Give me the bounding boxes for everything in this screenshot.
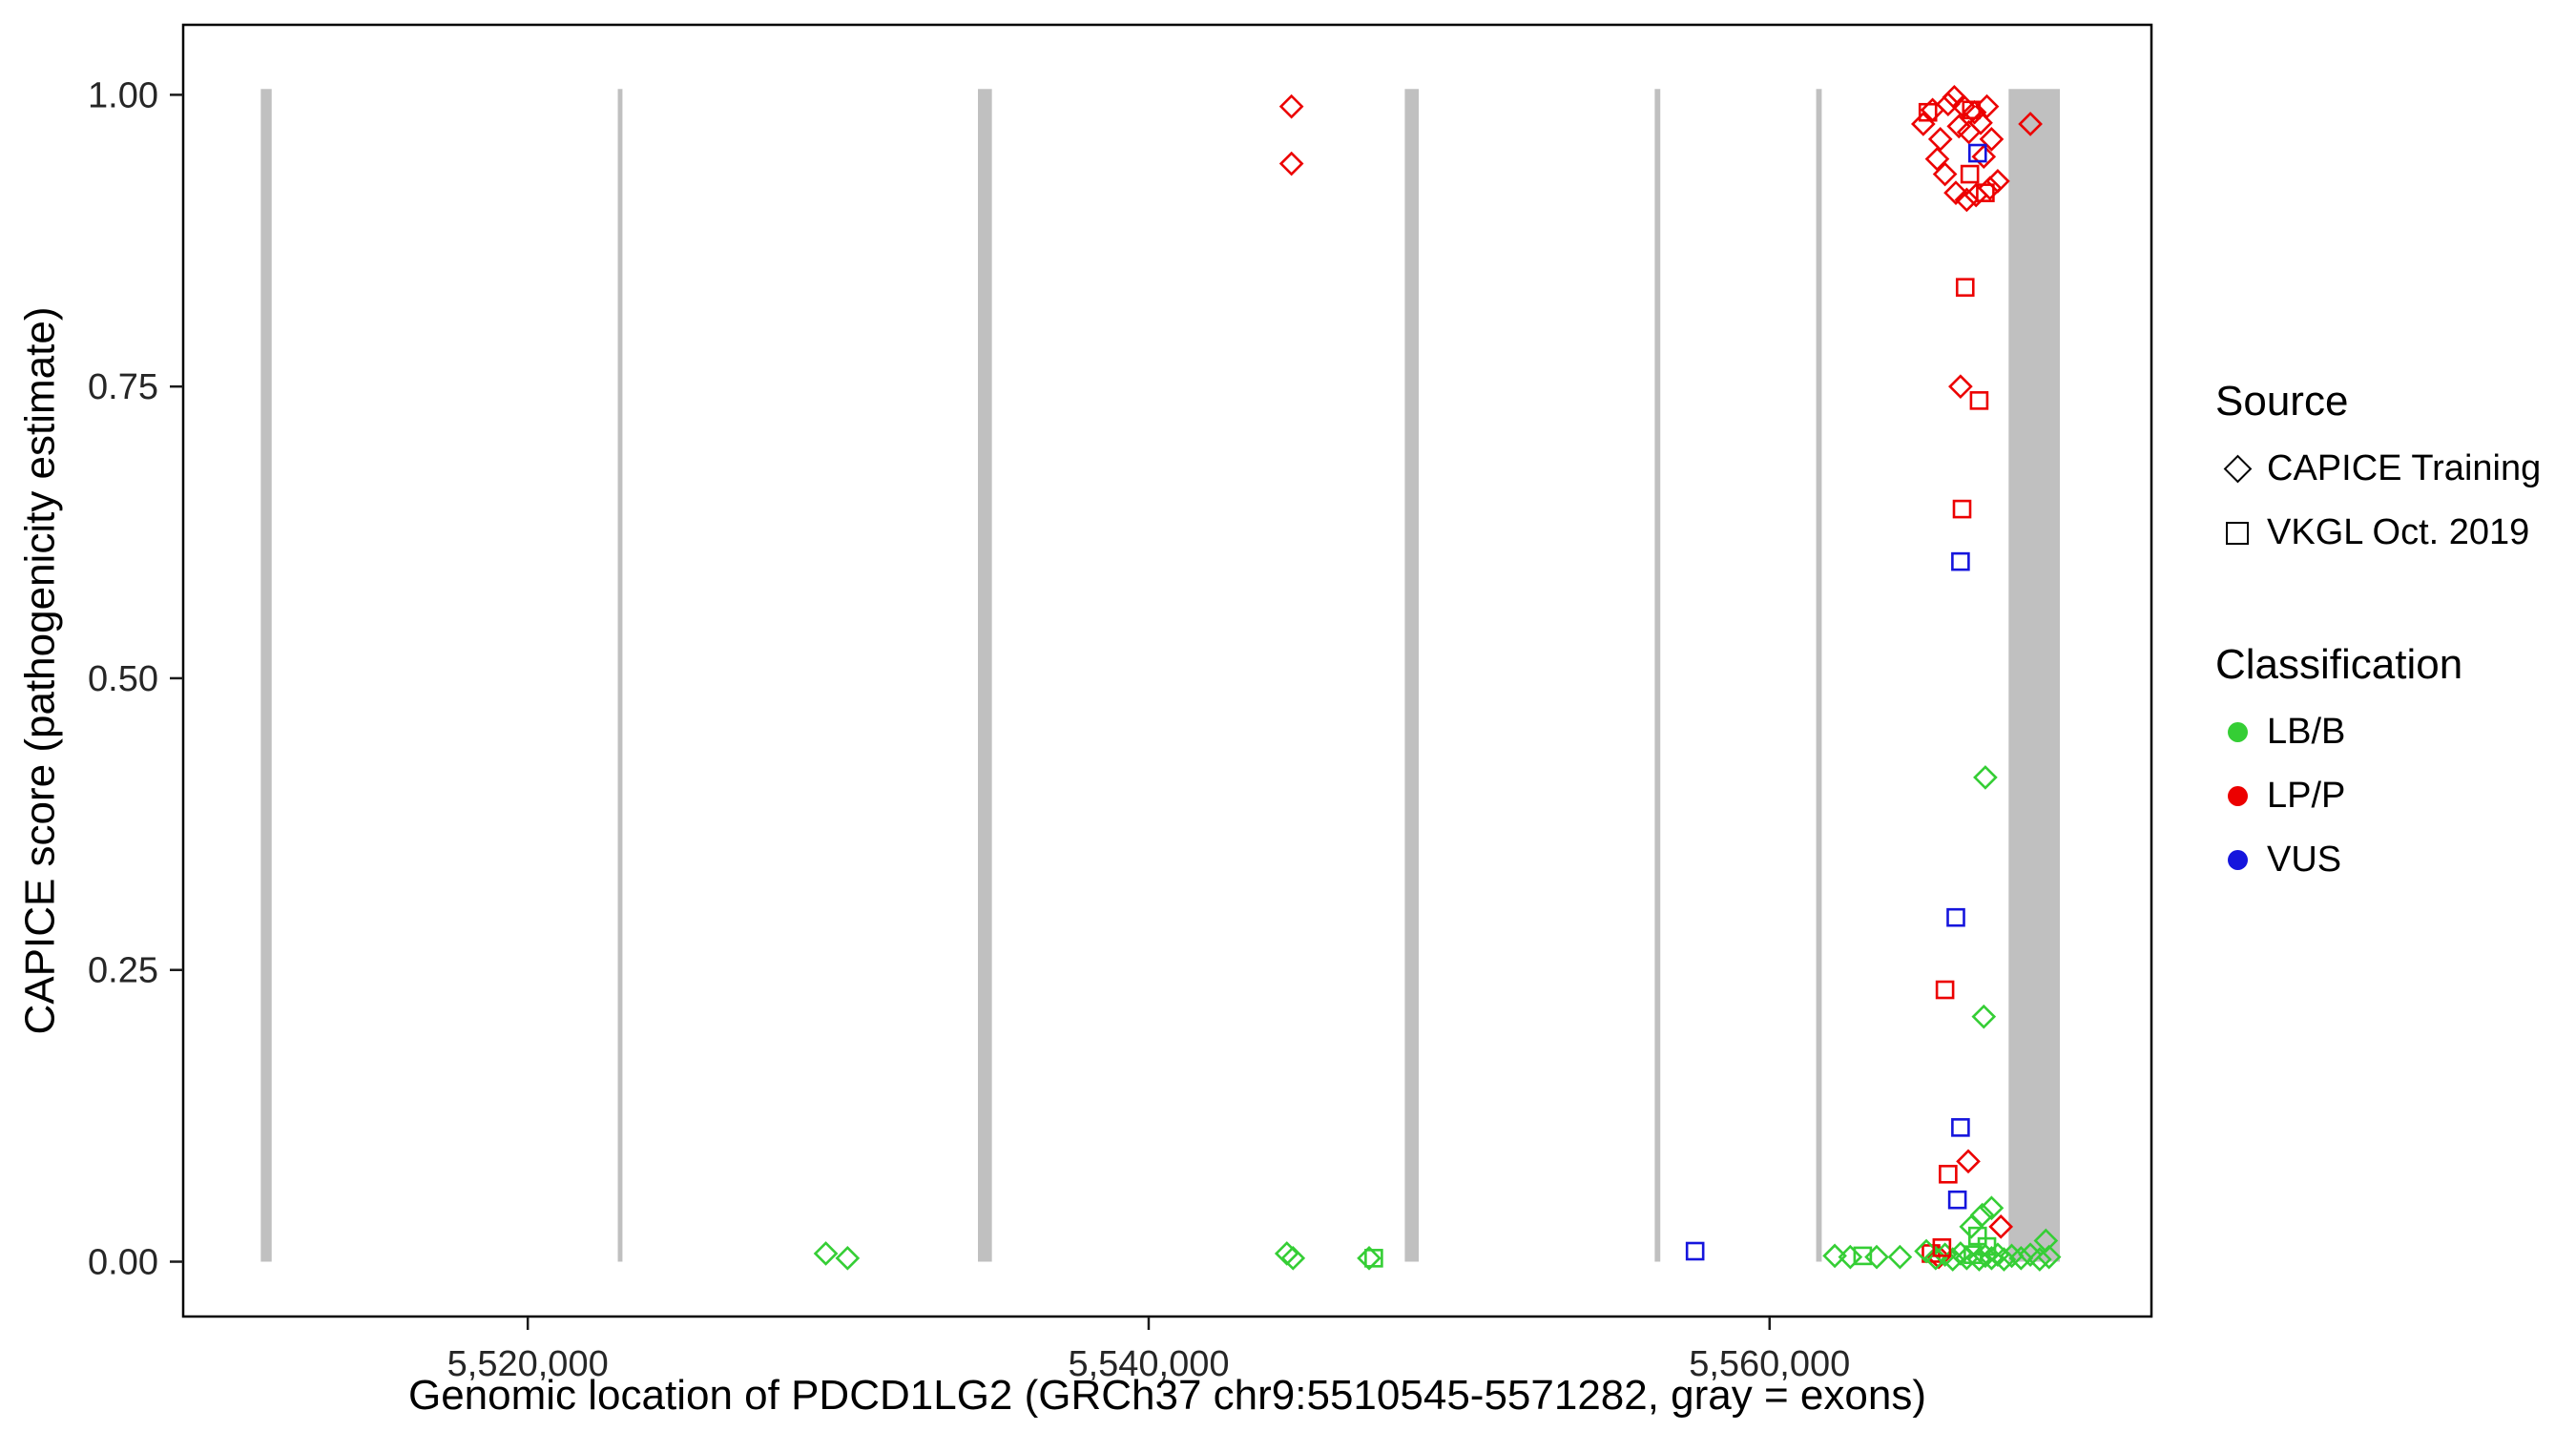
data-point-diamond: [1943, 180, 1968, 205]
y-axis-title: CAPICE score (pathogenicity estimate): [16, 306, 64, 1035]
data-point-diamond: [1280, 1246, 1306, 1271]
legend-item-vkgl: VKGL Oct. 2019: [2215, 512, 2541, 553]
data-point-diamond: [1971, 1004, 1997, 1029]
legend-item-label: LP/P: [2267, 776, 2346, 816]
y-tick-label: 0.00: [88, 1243, 158, 1283]
legend-item-label: CAPICE Training: [2267, 448, 2542, 488]
legend-source-group: Source CAPICE Training VKGL Oct. 2019: [2215, 378, 2541, 553]
y-tick-label: 0.50: [88, 659, 158, 699]
data-point-diamond: [1926, 1244, 1951, 1270]
data-point-square: [1918, 102, 1938, 122]
data-point-diamond: [813, 1241, 839, 1266]
legend: Source CAPICE Training VKGL Oct. 2019 Cl…: [2215, 378, 2541, 881]
exon-bar: [617, 89, 623, 1262]
data-point-diamond: [2027, 1247, 2052, 1272]
data-point-square: [1685, 1241, 1705, 1261]
exon-bar: [2008, 89, 2061, 1262]
data-point-square: [1976, 183, 1995, 202]
legend-item-label: VKGL Oct. 2019: [2267, 512, 2530, 552]
y-tick-label: 0.75: [88, 367, 158, 407]
data-point-square: [1969, 391, 1989, 410]
data-point-diamond: [1954, 187, 1980, 213]
data-point-diamond: [2018, 112, 2043, 136]
panel-border: [181, 23, 2153, 1318]
data-point-diamond: [1991, 1247, 2017, 1272]
exon-bar: [1404, 89, 1420, 1262]
data-point-diamond: [1962, 99, 1987, 125]
data-point-square: [1364, 1249, 1383, 1268]
data-point-square: [1939, 1164, 1958, 1184]
data-point-diamond: [2033, 1228, 2059, 1254]
data-point-diamond: [1985, 169, 2010, 194]
data-point-diamond: [1278, 151, 1304, 176]
legend-item-vus: VUS: [2215, 840, 2541, 881]
x-tick-label: 5,520,000: [447, 1344, 609, 1384]
exon-bar: [260, 89, 272, 1262]
data-point-diamond: [1946, 114, 1972, 139]
data-point-square: [1853, 1246, 1873, 1266]
legend-item-lbb: LB/B: [2215, 712, 2541, 753]
data-point-diamond: [1977, 176, 2003, 201]
legend-source-title: Source: [2215, 378, 2349, 425]
data-point-diamond: [1988, 1213, 2014, 1239]
data-point-diamond: [1999, 1243, 2025, 1269]
data-point-diamond: [835, 1246, 861, 1271]
data-point-diamond: [1936, 92, 1961, 117]
legend-classification-title: Classification: [2215, 641, 2463, 688]
data-point-diamond: [2008, 1246, 2034, 1271]
exon-bar: [1816, 89, 1822, 1262]
data-point-diamond: [1357, 1246, 1381, 1271]
legend-item-lpp: LP/P: [2215, 776, 2541, 817]
data-point-diamond: [1979, 127, 2005, 152]
legend-item-label: LB/B: [2267, 712, 2346, 752]
legend-item-capice-training: CAPICE Training: [2215, 448, 2541, 489]
data-point-square: [1951, 1118, 1970, 1137]
data-point-square: [1951, 551, 1970, 571]
legend-classification-group: Classification LB/B LP/P VUS: [2215, 641, 2541, 881]
diamond-icon: [2215, 450, 2259, 488]
exon-bar: [1654, 89, 1661, 1262]
data-point-diamond: [1927, 127, 1953, 152]
data-point-square: [1952, 499, 1972, 519]
data-point-square: [1967, 143, 1987, 163]
data-point-square: [1955, 278, 1975, 298]
data-point-square: [1960, 164, 1980, 184]
data-point-diamond: [1911, 112, 1936, 136]
data-point-diamond: [1822, 1243, 1847, 1269]
data-point-square: [1946, 907, 1965, 927]
exon-bar: [978, 89, 992, 1262]
x-tick-label: 5,540,000: [1068, 1344, 1229, 1384]
data-point-square: [1932, 1238, 1952, 1257]
circle-icon: [2215, 841, 2259, 880]
data-point-square: [1967, 1226, 1987, 1246]
data-point-square: [1947, 1190, 1967, 1210]
y-tick-label: 1.00: [88, 75, 158, 115]
data-point-diamond: [1979, 1195, 2005, 1221]
square-icon: [2215, 514, 2259, 552]
data-point-square: [1935, 980, 1955, 1000]
y-axis-title-wrap: CAPICE score (pathogenicity estimate): [13, 25, 67, 1317]
data-point-square: [1962, 100, 1982, 120]
data-point-diamond: [1838, 1244, 1863, 1270]
data-point-diamond: [1971, 144, 1997, 170]
y-tick-label: 0.25: [88, 951, 158, 991]
data-point-diamond: [1973, 765, 1998, 790]
data-point-diamond: [1924, 146, 1950, 172]
x-tick-label: 5,560,000: [1689, 1344, 1850, 1384]
data-point-diamond: [1887, 1244, 1913, 1270]
data-point-diamond: [1948, 374, 1973, 400]
circle-icon: [2215, 778, 2259, 816]
x-axis-title: Genomic location of PDCD1LG2 (GRCh37 chr…: [407, 1372, 1926, 1419]
data-point-diamond: [1932, 161, 1958, 187]
data-point-diamond: [1864, 1244, 1889, 1270]
data-point-diamond: [1278, 93, 1304, 119]
data-point-diamond: [1956, 1149, 1981, 1174]
circle-icon: [2215, 714, 2259, 752]
data-point-diamond: [1969, 1202, 1995, 1228]
legend-item-label: VUS: [2267, 840, 2342, 880]
data-point-diamond: [2036, 1244, 2062, 1270]
